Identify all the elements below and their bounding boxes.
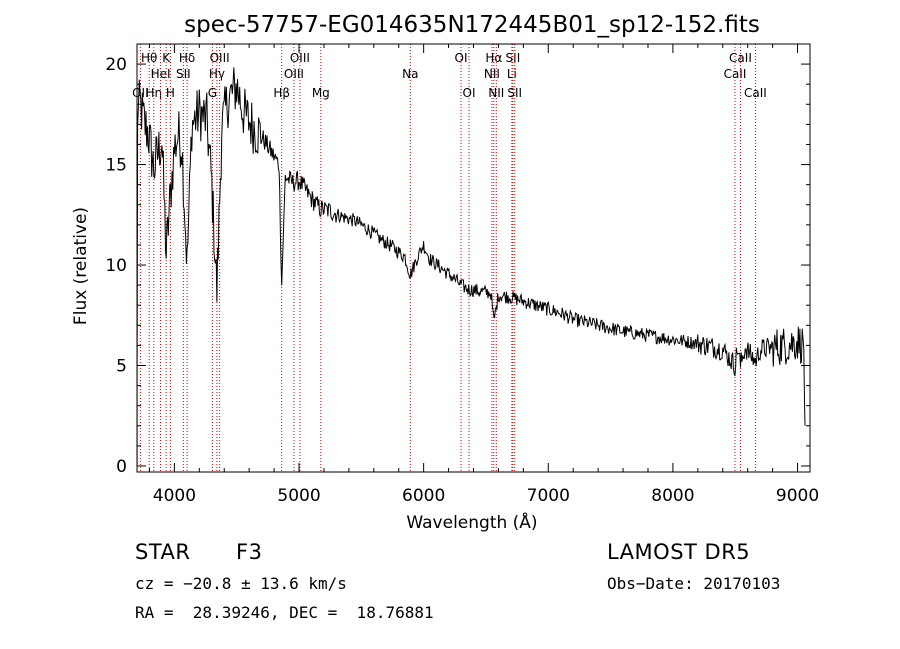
- line-marker-label: Hθ: [141, 51, 157, 65]
- survey-name: LAMOST DR5: [607, 540, 751, 564]
- y-tick-label: 5: [116, 357, 127, 377]
- y-tick-label: 0: [116, 457, 127, 477]
- line-marker-label: OI: [463, 86, 476, 100]
- line-marker-label: CaII: [729, 51, 752, 65]
- line-marker-label: HeI: [151, 67, 171, 81]
- object-subclass: F3: [236, 540, 263, 564]
- line-marker-label: OIII: [290, 51, 310, 65]
- line-marker-label: Na: [402, 67, 418, 81]
- line-marker-label: Li: [507, 67, 517, 81]
- line-marker-label: Mg: [312, 86, 330, 100]
- line-marker-label: G: [208, 86, 217, 100]
- line-marker-label: SII: [507, 86, 522, 100]
- y-tick-label: 15: [105, 156, 127, 176]
- x-tick-label: 6000: [402, 486, 445, 506]
- y-axis-label: Flux (relative): [71, 207, 91, 325]
- line-marker-label: CaII: [724, 67, 747, 81]
- observation-date: Obs−Date: 20170103: [607, 574, 781, 593]
- line-marker-label: Hα: [485, 51, 502, 65]
- line-marker-label: CaII: [744, 86, 767, 100]
- x-tick-label: 7000: [527, 486, 570, 506]
- line-marker-label: H: [166, 86, 175, 100]
- x-axis-label: Wavelength (Å): [406, 511, 537, 533]
- y-tick-label: 10: [105, 256, 127, 276]
- spectrum-line: [136, 67, 806, 466]
- object-class: STAR: [135, 540, 191, 564]
- line-marker-label: NII: [484, 67, 500, 81]
- x-tick-label: 8000: [651, 486, 694, 506]
- line-marker-label: Hδ: [179, 51, 195, 65]
- line-marker-label: Hβ: [273, 86, 290, 100]
- x-tick-label: 9000: [776, 486, 819, 506]
- x-tick-label: 5000: [277, 486, 320, 506]
- redshift-velocity: cz = −20.8 ± 13.6 km/s: [135, 574, 347, 593]
- line-marker-label: SII: [506, 51, 521, 65]
- x-tick-label: 4000: [153, 486, 196, 506]
- line-marker-label: OIII: [284, 67, 304, 81]
- line-marker-label: OIII: [210, 51, 230, 65]
- line-marker-label: K: [162, 51, 171, 65]
- coordinates: RA = 28.39246, DEC = 18.76881: [135, 603, 434, 622]
- line-marker-label: NII: [488, 86, 504, 100]
- line-marker-label: Hη: [146, 86, 163, 100]
- chart-title: spec-57757-EG014635N172445B01_sp12-152.f…: [184, 12, 760, 38]
- line-marker-label: OI: [455, 51, 468, 65]
- line-marker-label: Hγ: [209, 67, 225, 81]
- line-marker-label: SII: [176, 67, 191, 81]
- y-tick-label: 20: [105, 55, 127, 75]
- axis-ticks: 4000 5000 6000 7000 8000 9000 0 5 10 15 20: [105, 44, 819, 506]
- plot-frame: [136, 43, 811, 473]
